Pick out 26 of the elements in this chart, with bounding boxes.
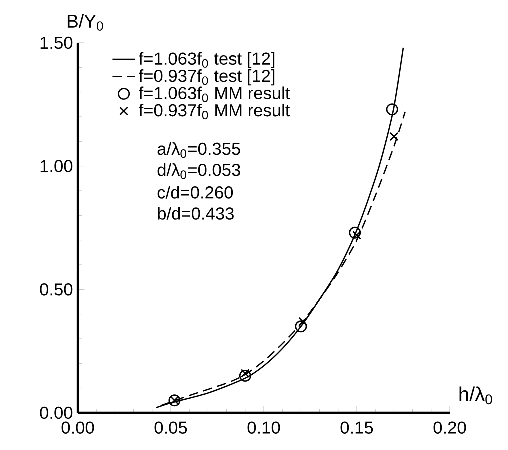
point (352, 230, 362, 240)
legend-label: f=0.937f$_{0}$ test [12] (139, 70, 275, 86)
x-tick-label: 0.15 (340, 422, 374, 434)
legend-label: f=1.063f$_{0}$ test [12] (139, 52, 275, 68)
point (349, 226, 362, 239)
y-axis-title: B/Y$_{0}$ (68, 14, 104, 31)
annotation: b/d=0.433 (158, 207, 234, 220)
x-tick-label: 0.20 (434, 422, 466, 434)
point (239, 370, 252, 382)
legend-label: f=0.937f$_{0}$ MM result (139, 104, 290, 120)
y-tick-label: 0.50 (40, 284, 73, 296)
annotation: d/λ$_{0}$=0.053 (158, 164, 240, 180)
annotation: c/d=0.260 (158, 186, 234, 199)
point (390, 132, 399, 142)
point (386, 104, 398, 116)
y-tick-label: 1.50 (40, 36, 73, 50)
point (295, 320, 308, 333)
annotation: a/λ$_{0}$=0.355 (158, 142, 240, 158)
y-tick-label: 0.00 (40, 406, 73, 420)
x-tick-label: 0.05 (154, 422, 188, 434)
legend-label: f=1.063f$_{0}$ MM result (139, 86, 290, 102)
y-tick-label: 1.00 (40, 160, 73, 172)
x-axis-title: h/λ$_{0}$ (460, 386, 492, 405)
x-tick-label: 0.10 (248, 422, 280, 434)
x-tick-label: 0.00 (62, 422, 94, 434)
point (240, 369, 250, 378)
